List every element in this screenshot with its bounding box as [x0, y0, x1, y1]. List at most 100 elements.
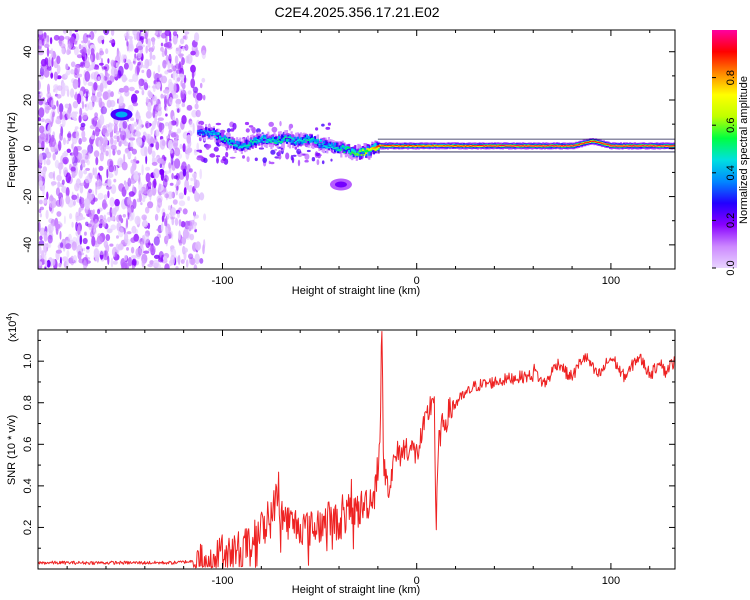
- noise-speckle: [137, 172, 141, 176]
- ridge-cell: [623, 144, 626, 147]
- noise-speckle: [142, 64, 147, 69]
- ridge-cell: [464, 145, 467, 147]
- snr-ticks: -100 0 100 0.2 0.4 0.6 0.8 1.0: [22, 330, 675, 587]
- ridge-cell: [403, 145, 407, 146]
- ridge-cell: [570, 145, 573, 147]
- noise-speckle: [201, 77, 206, 83]
- ridge-speckle: [304, 159, 309, 163]
- noise-speckle: [123, 153, 126, 164]
- ridge-cell: [326, 141, 329, 147]
- noise-speckle: [145, 120, 150, 129]
- ridge-cell: [476, 145, 480, 147]
- noise-speckle: [168, 229, 172, 235]
- noise-speckle: [163, 156, 167, 161]
- ridge-cell: [433, 145, 436, 147]
- ridge-cell: [408, 145, 411, 146]
- noise-speckle: [61, 47, 65, 54]
- ridge-cell: [573, 144, 576, 146]
- ridge-cell: [450, 145, 453, 147]
- noise-speckle: [38, 240, 45, 246]
- ridge-cell: [571, 145, 574, 147]
- ridge-cell: [288, 136, 292, 139]
- ridge-cell: [205, 129, 208, 133]
- noise-speckle: [175, 103, 180, 108]
- ridge-speckle: [315, 127, 319, 131]
- ridge-cell: [559, 145, 562, 147]
- noise-speckle: [107, 92, 112, 98]
- noise-speckle: [177, 211, 180, 219]
- noise-speckle: [110, 91, 114, 98]
- noise-speckle: [103, 194, 108, 201]
- noise-speckle: [153, 178, 157, 189]
- noise-speckle: [127, 197, 130, 206]
- noise-speckle: [46, 259, 51, 268]
- ridge-cell: [313, 136, 316, 142]
- noise-speckle: [107, 173, 114, 178]
- ridge-cell: [360, 154, 363, 156]
- ridge-cell: [623, 145, 626, 147]
- noise-speckle: [150, 245, 156, 255]
- ridge-cell: [220, 137, 223, 140]
- noise-speckle: [38, 107, 45, 118]
- ridge-cell: [234, 144, 237, 148]
- ridge-speckle: [222, 156, 227, 162]
- noise-speckle: [168, 54, 172, 60]
- ridge-cell: [302, 140, 306, 144]
- ridge-cell: [650, 145, 654, 147]
- ridge-cell: [284, 136, 287, 142]
- noise-speckle: [65, 63, 69, 70]
- ridge-cell: [321, 143, 324, 145]
- ridge-speckle: [242, 155, 245, 159]
- noise-speckle: [44, 244, 50, 248]
- noise-speckle: [94, 112, 98, 118]
- noise-speckle: [98, 223, 103, 229]
- noise-speckle: [38, 180, 43, 188]
- noise-speckle: [144, 31, 148, 40]
- noise-speckle: [181, 82, 186, 90]
- ridge-cell: [472, 145, 475, 146]
- ridge-cell: [247, 139, 250, 148]
- noise-speckle: [49, 37, 53, 45]
- ridge-cell: [456, 144, 459, 147]
- ridge-cell: [385, 145, 388, 147]
- noise-speckle: [121, 261, 128, 269]
- noise-speckle: [51, 181, 55, 187]
- noise-speckle: [107, 255, 110, 265]
- ridge-cell: [576, 144, 579, 146]
- noise-speckle: [157, 197, 163, 208]
- noise-speckle: [133, 121, 138, 127]
- ridge-cell: [205, 132, 208, 134]
- noise-speckle: [153, 137, 158, 144]
- ridge-cell: [374, 143, 377, 148]
- noise-speckle: [97, 208, 101, 215]
- ridge-cell: [382, 145, 385, 147]
- ridge-speckle: [229, 156, 236, 159]
- noise-speckle: [176, 128, 182, 134]
- noise-speckle: [134, 215, 141, 225]
- noise-speckle: [78, 198, 82, 204]
- noise-speckle: [140, 32, 143, 37]
- noise-speckle: [150, 127, 153, 135]
- noise-speckle: [109, 243, 114, 247]
- ridge-cell: [419, 145, 422, 147]
- noise-speckle: [87, 81, 94, 87]
- noise-speckle: [146, 68, 152, 79]
- snr-ylabel: SNR (10 * v/v): [6, 415, 18, 485]
- noise-speckle: [147, 38, 151, 48]
- noise-speckle: [54, 159, 60, 169]
- noise-speckle: [110, 30, 115, 36]
- ridge-cell: [427, 145, 430, 147]
- ridge-cell: [452, 145, 455, 147]
- ridge-cell: [310, 138, 313, 140]
- noise-speckle: [193, 264, 198, 269]
- ridge-cell: [268, 140, 271, 142]
- noise-speckle: [151, 161, 158, 166]
- noise-speckle: [38, 94, 41, 101]
- noise-speckle: [153, 168, 160, 179]
- noise-speckle: [195, 241, 202, 251]
- noise-speckle: [108, 164, 115, 173]
- noise-speckle: [122, 214, 127, 218]
- noise-speckle: [128, 213, 133, 222]
- ridge-cell: [340, 146, 343, 150]
- ridge-cell: [270, 138, 273, 142]
